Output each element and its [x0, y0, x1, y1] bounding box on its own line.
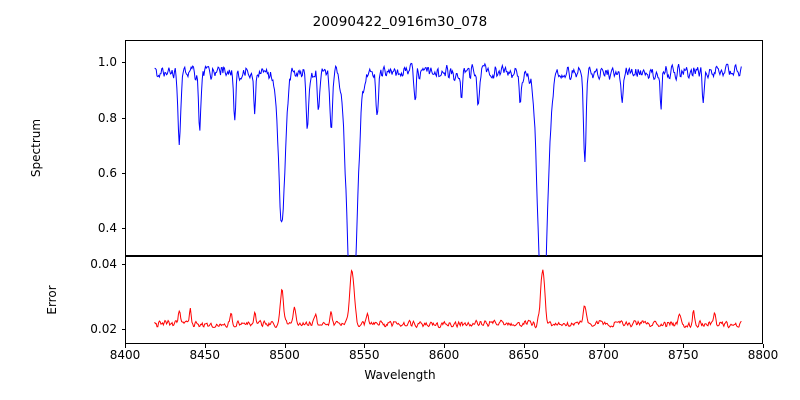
x-tickmark	[603, 344, 605, 348]
x-tickmark	[204, 344, 206, 348]
spectrum-data-line	[155, 63, 742, 294]
spectrum-y-axis-label: Spectrum	[29, 118, 43, 178]
x-axis-label: Wavelength	[364, 368, 436, 382]
x-tickmark	[284, 344, 286, 348]
error-y-tickmark	[121, 264, 125, 266]
spectrum-y-tickmark	[121, 117, 125, 119]
error-data-line	[155, 270, 742, 328]
spectrum-y-tickmark	[121, 228, 125, 230]
spectrum-y-tick-label: 1.0	[97, 55, 117, 70]
x-tick-label: 8650	[508, 348, 540, 362]
x-tickmark	[125, 344, 127, 348]
error-y-axis-label: Error	[45, 285, 59, 315]
spectrum-series-svg	[126, 41, 762, 255]
spectrum-y-tick-label: 0.4	[97, 221, 117, 236]
x-tick-label: 8400	[109, 348, 141, 362]
x-tick-label: 8700	[588, 348, 619, 362]
spectrum-y-tickmark	[121, 172, 125, 175]
page-title: 20090422_0916m30_078	[312, 14, 488, 30]
spectrum-plot-panel	[125, 40, 763, 256]
x-tickmark	[763, 344, 765, 348]
x-tickmark	[364, 344, 366, 348]
x-tick-label: 8600	[428, 348, 460, 362]
x-tickmark	[523, 344, 525, 348]
error-y-tickmark	[121, 329, 125, 331]
spectrum-y-tickmark	[121, 62, 125, 64]
x-tick-label: 8800	[747, 348, 779, 362]
x-tick-label: 8500	[269, 348, 300, 362]
error-plot-panel	[125, 256, 763, 344]
x-tickmark	[683, 344, 685, 348]
x-tick-label: 8550	[348, 348, 380, 362]
spectrum-y-tick-label: 0.8	[97, 110, 117, 125]
x-tick-label: 8450	[189, 348, 221, 362]
x-tickmark	[444, 344, 446, 348]
spectrum-y-tick-label: 0.6	[97, 165, 117, 180]
x-tick-label: 8750	[667, 348, 699, 362]
error-y-tick-label: 0.02	[90, 322, 117, 337]
error-y-tick-label: 0.04	[90, 257, 117, 272]
error-series-svg	[126, 257, 762, 343]
